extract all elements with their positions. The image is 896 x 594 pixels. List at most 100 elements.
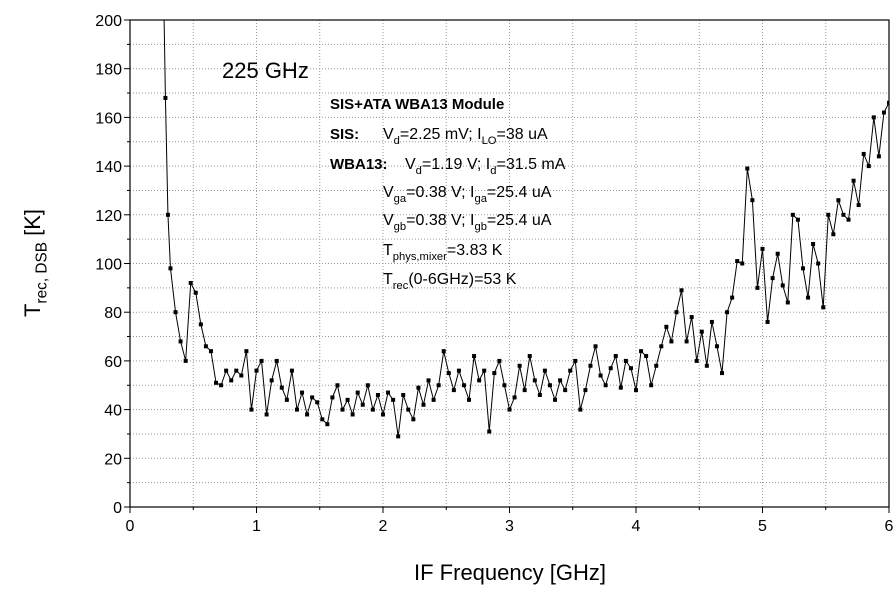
x-tick-label: 6: [885, 518, 894, 535]
subscript: ga: [394, 193, 407, 205]
subscript: rec: [393, 280, 409, 292]
data-point: [269, 378, 274, 383]
data-point: [401, 392, 406, 397]
data-point: [527, 354, 532, 359]
data-point: [583, 388, 588, 393]
data-point: [871, 115, 876, 120]
text-part: [K]: [20, 209, 45, 242]
data-point: [461, 383, 466, 388]
data-point: [740, 261, 745, 266]
data-point: [806, 295, 811, 300]
annotation: 225 GHz: [222, 58, 309, 83]
data-point: [279, 385, 284, 390]
text-part: =1.19 V; I: [422, 156, 490, 173]
note-line: Vgb=0.38 V; Igb=25.4 uA: [383, 212, 552, 233]
subscript: d: [416, 165, 422, 177]
data-point: [664, 324, 669, 329]
data-point: [841, 212, 846, 217]
data-point: [396, 434, 401, 439]
data-point: [315, 400, 320, 405]
data-point: [512, 395, 517, 400]
data-point: [300, 390, 305, 395]
subscript: gb: [474, 221, 486, 233]
y-tick-label: 180: [95, 62, 122, 79]
data-point: [563, 388, 568, 393]
data-line: [163, 20, 889, 437]
data-point: [755, 285, 760, 290]
data-point: [618, 385, 623, 390]
data-point: [239, 373, 244, 378]
text-part: =25.4 uA: [487, 184, 552, 201]
note-line: Vga=0.38 V; Iga=25.4 uA: [383, 184, 552, 205]
notes-title: SIS+ATA WBA13 Module: [330, 96, 504, 113]
data-point: [345, 397, 350, 402]
data-point: [320, 417, 325, 422]
data-point: [856, 203, 861, 208]
text-part: =38 uA: [497, 126, 548, 143]
data-point: [821, 305, 826, 310]
note-line: Tphys,mixer=3.83 K: [383, 242, 503, 263]
data-point: [765, 319, 770, 324]
y-tick-label: 140: [95, 159, 122, 176]
text-part: =25.4 uA: [487, 212, 552, 229]
y-tick-label: 60: [104, 354, 122, 371]
data-point: [234, 368, 239, 373]
data-point: [775, 251, 780, 256]
data-point: [456, 368, 461, 373]
note-line: Vd=2.25 mV; ILO=38 uA: [383, 126, 548, 147]
data-point: [603, 383, 608, 388]
text-part: V: [383, 212, 394, 229]
subscript: gb: [394, 221, 406, 233]
note-line: Vd=1.19 V; Id=31.5 mA: [405, 156, 566, 177]
data-point: [183, 358, 188, 363]
data-point: [477, 378, 482, 383]
data-point: [451, 388, 456, 393]
data-point: [360, 402, 365, 407]
y-tick-label: 100: [95, 257, 122, 274]
data-point: [750, 198, 755, 203]
x-tick-label: 3: [505, 518, 514, 535]
data-point: [628, 366, 633, 371]
data-point: [229, 378, 234, 383]
y-tick-label: 40: [104, 403, 122, 420]
data-point: [634, 388, 638, 393]
subscript: ga: [474, 193, 487, 205]
data-point: [730, 295, 735, 300]
data-point: [375, 392, 380, 397]
subscript: phys,mixer: [393, 251, 447, 263]
data-point: [699, 329, 704, 334]
data-point: [669, 339, 674, 344]
data-point: [578, 407, 583, 412]
x-tick-label: 0: [126, 518, 135, 535]
data-point: [760, 246, 765, 251]
data-point: [547, 383, 552, 388]
data-point: [795, 217, 800, 222]
data-point: [800, 266, 805, 271]
data-point: [325, 422, 330, 427]
data-point: [163, 95, 168, 100]
y-tick-label: 160: [95, 110, 122, 127]
data-point: [846, 217, 851, 222]
x-tick-label: 5: [758, 518, 767, 535]
note-label: SIS:: [330, 126, 359, 143]
data-point: [436, 383, 441, 388]
data-point: [431, 397, 436, 402]
data-point: [188, 280, 193, 285]
data-point: [497, 358, 502, 363]
data-point: [593, 344, 598, 349]
data-point: [264, 412, 269, 417]
data-point: [416, 385, 421, 390]
data-point: [644, 354, 649, 359]
data-point: [522, 388, 527, 393]
data-point: [654, 363, 659, 368]
text-part: T: [383, 242, 393, 259]
text-part: =3.83 K: [447, 242, 503, 259]
data-point: [289, 368, 294, 373]
text-part: =0.38 V; I: [406, 212, 474, 229]
data-point: [411, 417, 416, 422]
data-point: [659, 344, 664, 349]
note-label: WBA13:: [330, 156, 388, 173]
data-point: [568, 368, 573, 373]
subscript: rec, DSB: [34, 242, 51, 304]
